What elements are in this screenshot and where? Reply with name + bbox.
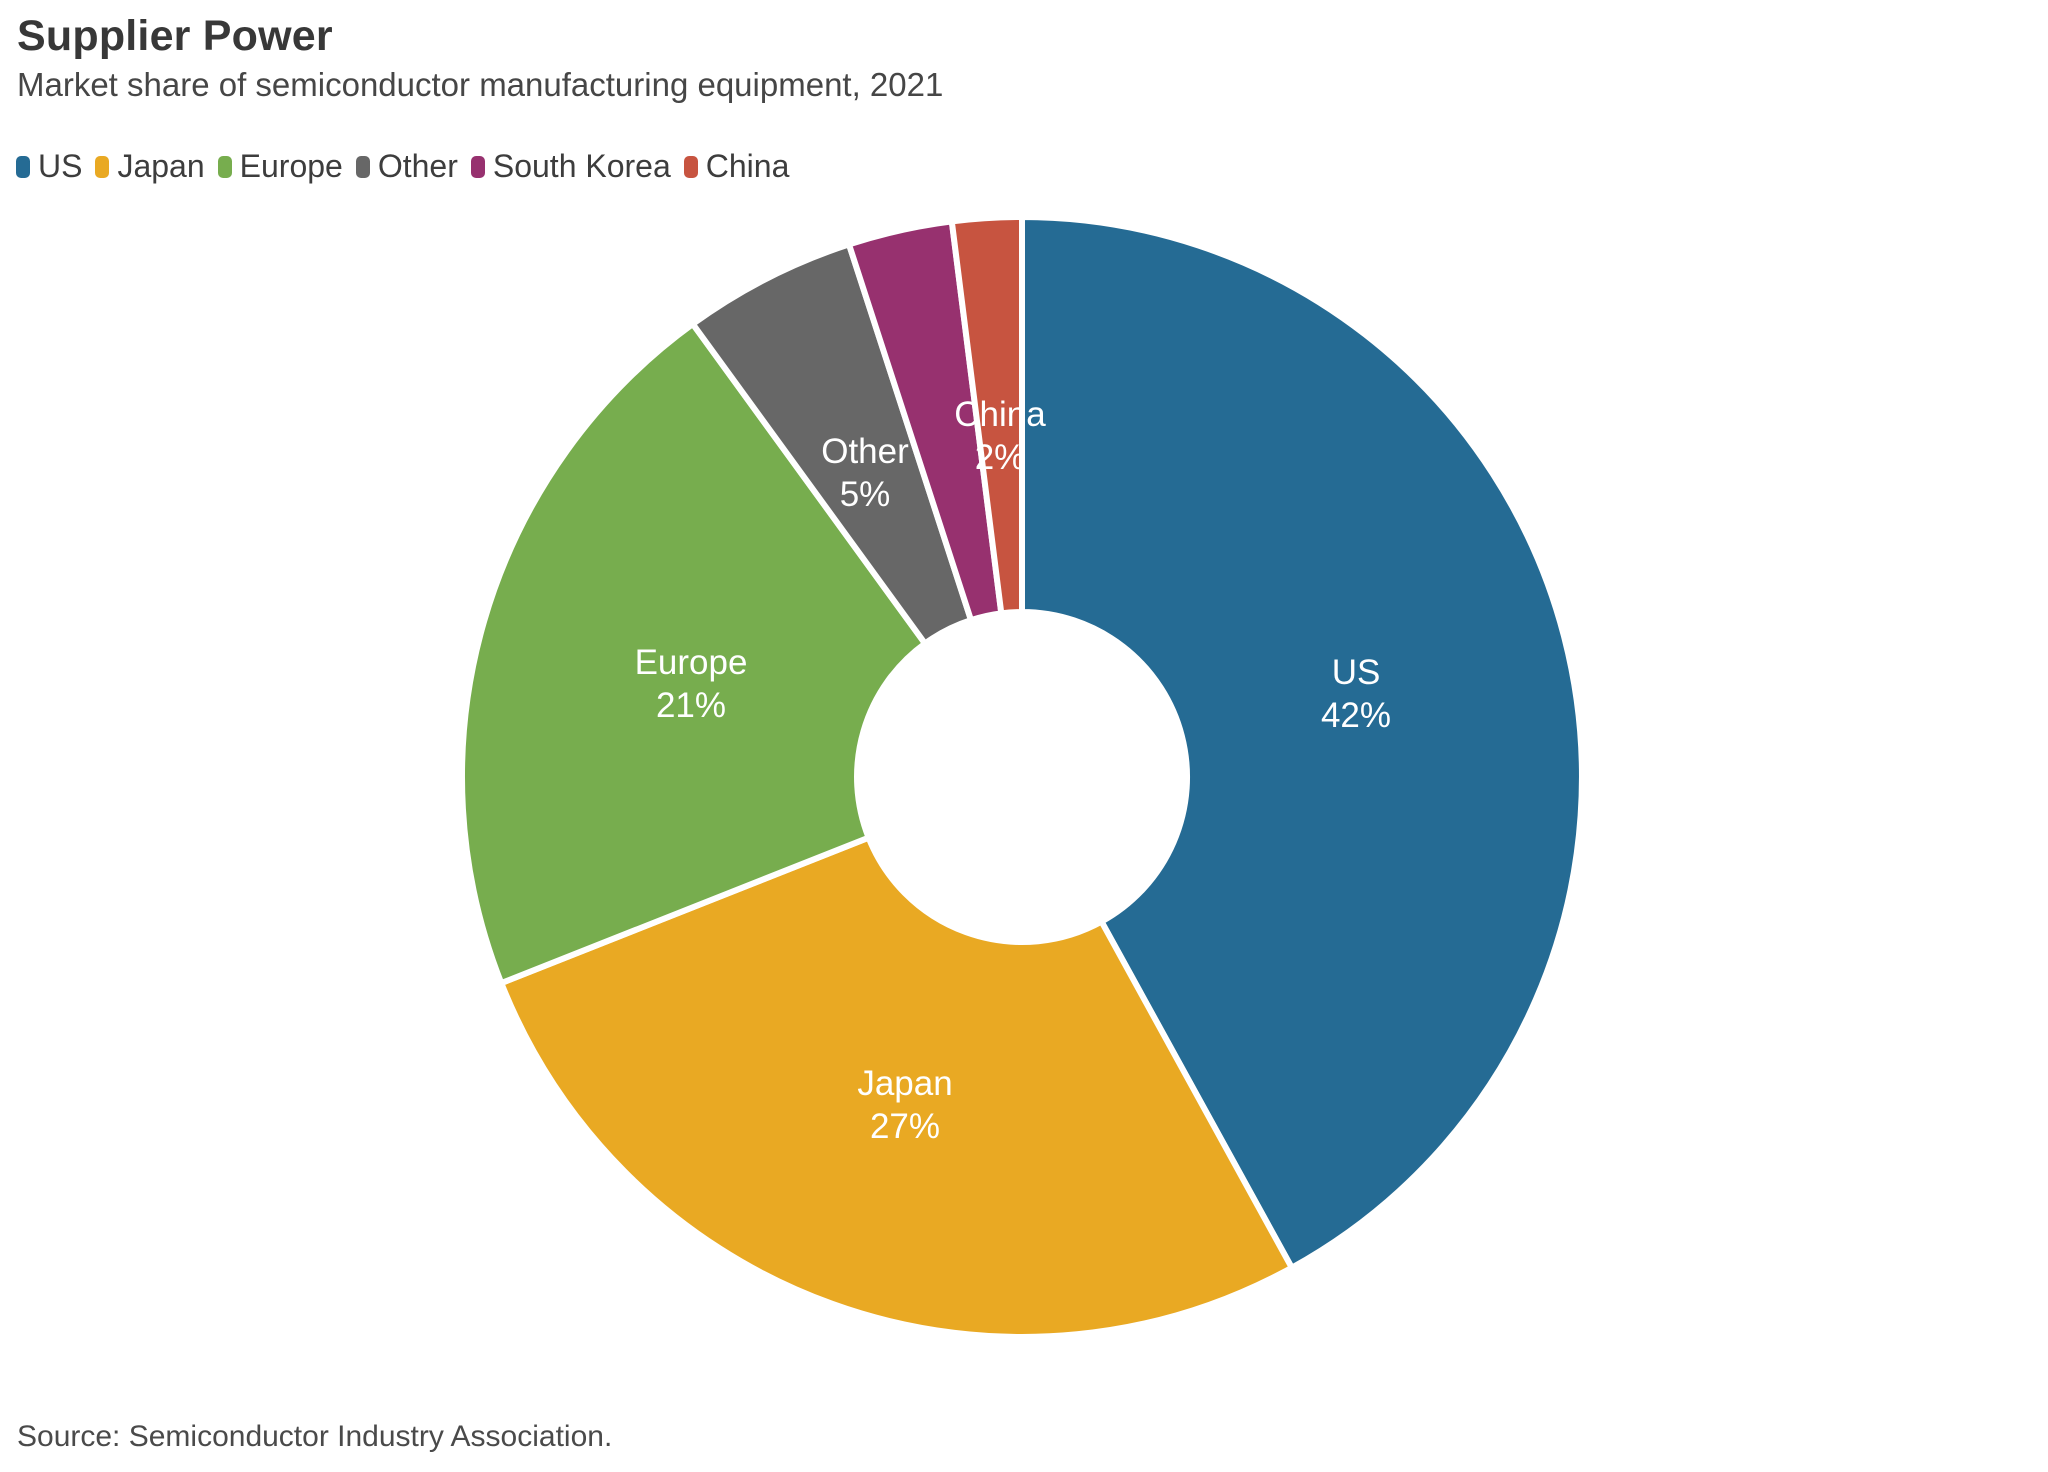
slice-label-china: China 2%: [954, 395, 1046, 477]
legend: US Japan Europe Other South Korea China: [16, 148, 789, 185]
slice-label-other: Other 5%: [821, 432, 909, 514]
legend-item-south-korea: South Korea: [470, 148, 671, 185]
legend-label-south-korea: South Korea: [492, 148, 671, 184]
legend-marker-other-icon: [355, 155, 370, 178]
legend-label-china: China: [705, 148, 790, 184]
legend-item-other: Other: [355, 148, 458, 185]
legend-item-europe: Europe: [217, 148, 343, 185]
legend-item-us: US: [16, 148, 82, 185]
legend-item-japan: Japan: [95, 148, 205, 185]
legend-label-other: Other: [377, 148, 458, 184]
legend-marker-china-icon: [683, 155, 698, 178]
legend-marker-south-korea-icon: [470, 155, 485, 178]
chart-subtitle: Market share of semiconductor manufactur…: [17, 66, 944, 103]
slice-label-japan: Japan 27%: [857, 1064, 952, 1146]
legend-marker-japan-icon: [95, 155, 110, 178]
legend-marker-europe-icon: [217, 155, 232, 178]
legend-item-china: China: [683, 148, 790, 185]
legend-label-europe: Europe: [239, 148, 343, 184]
slice-china: [948, 213, 1025, 617]
legend-label-us: US: [38, 148, 83, 184]
legend-marker-us-icon: [16, 155, 30, 178]
slice-label-us: US 42%: [1321, 653, 1391, 735]
slice-japan: [498, 834, 1295, 1340]
slice-label-europe: Europe 21%: [635, 643, 748, 725]
slice-us: [1019, 214, 1585, 1271]
source-note: Source: Semiconductor Industry Associati…: [17, 1420, 613, 1453]
chart-title: Supplier Power: [17, 12, 333, 60]
legend-label-japan: Japan: [117, 148, 205, 184]
